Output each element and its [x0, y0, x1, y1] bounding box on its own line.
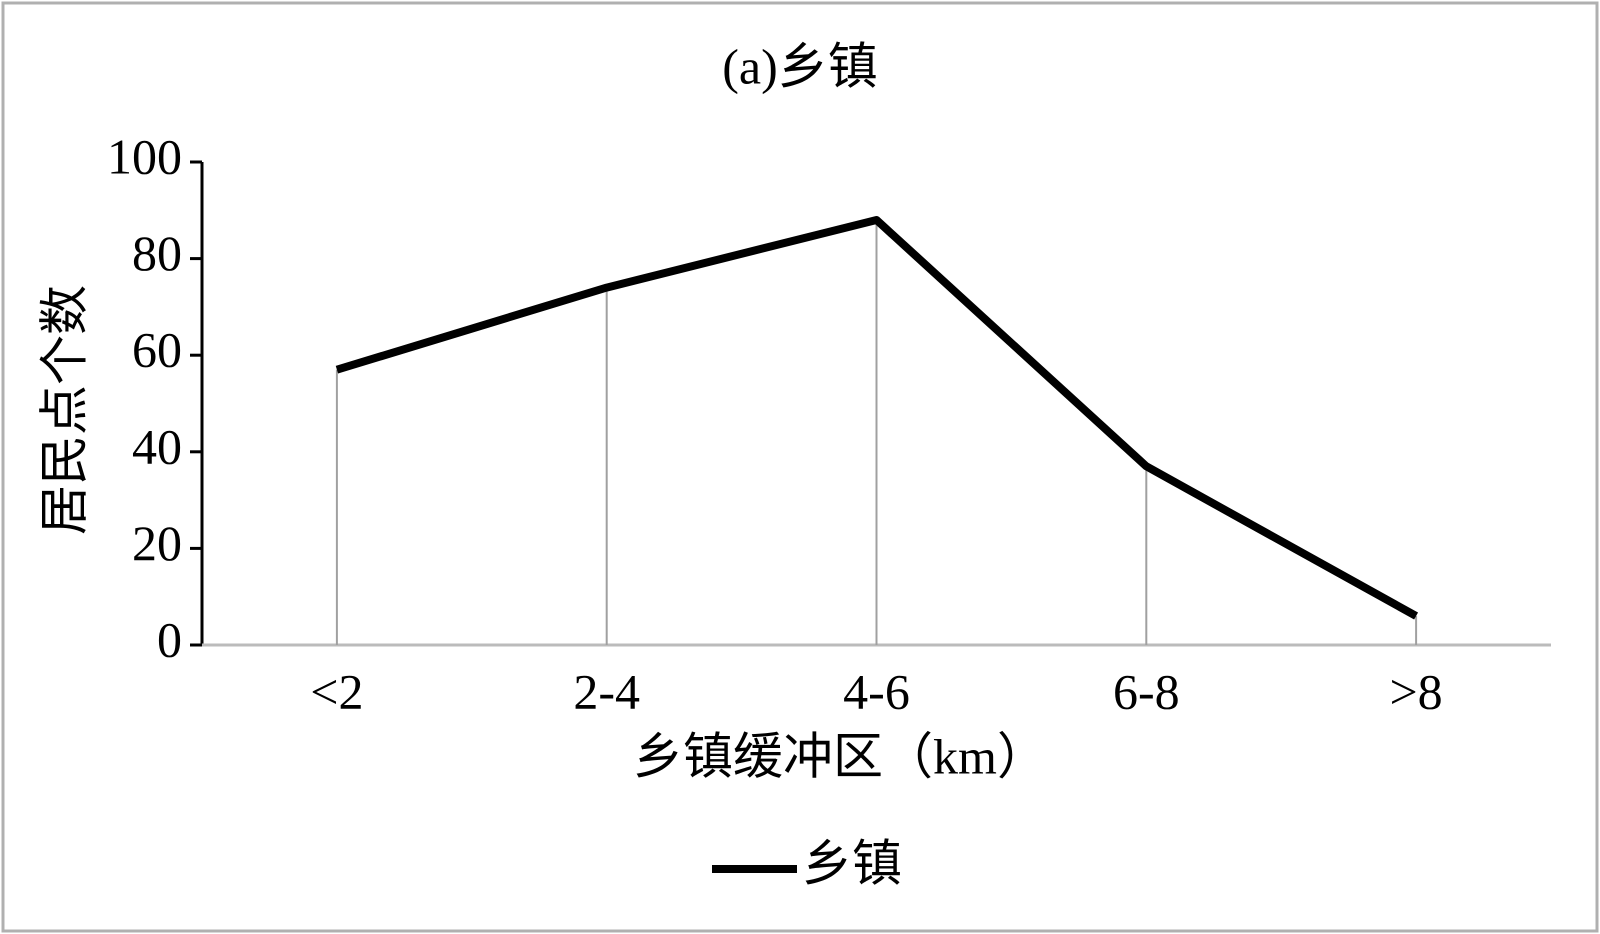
series-line — [335, 215, 1419, 620]
y-tick-label: 100 — [107, 128, 182, 184]
y-tick-label: 20 — [132, 515, 182, 571]
x-tick-label: 6-8 — [1113, 663, 1180, 719]
x-tick-label: >8 — [1389, 663, 1442, 719]
y-tick-label: 60 — [132, 322, 182, 378]
x-axis-label: 乡镇缓冲区（km） — [633, 728, 1047, 784]
x-tick-label: 4-6 — [843, 663, 910, 719]
x-tick-label: <2 — [310, 663, 363, 719]
y-tick-label: 80 — [132, 225, 182, 281]
y-axis-label: 居民点个数 — [36, 285, 92, 535]
y-tick-label: 0 — [157, 611, 182, 667]
chart-title: (a)乡镇 — [722, 38, 878, 94]
legend-label: 乡镇 — [802, 835, 902, 891]
x-tick-label: 2-4 — [573, 663, 640, 719]
y-tick-label: 40 — [132, 418, 182, 474]
